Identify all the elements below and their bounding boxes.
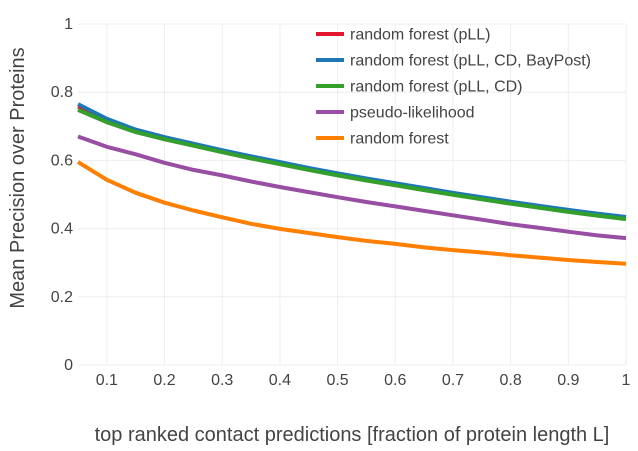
legend-label: random forest (pLL) <box>350 27 491 44</box>
series-line <box>77 134 627 241</box>
y-tick-label: 0.4 <box>51 221 73 238</box>
x-tick-label: 1 <box>622 372 631 389</box>
series-line <box>76 160 627 266</box>
y-tick-label: 0.6 <box>51 152 73 169</box>
y-axis-ticks: 0 0.2 0.4 0.6 0.8 1 <box>51 16 73 374</box>
x-tick-label: 0.1 <box>96 372 118 389</box>
x-tick-label: 0.5 <box>326 372 348 389</box>
x-tick-label: 0.6 <box>384 372 406 389</box>
legend: random forest (pLL) random forest (pLL, C… <box>316 27 591 148</box>
legend-label: random forest (pLL, CD, BayPost) <box>350 53 591 70</box>
series-lines <box>76 102 627 266</box>
x-tick-label: 0.7 <box>442 372 464 389</box>
grid <box>78 23 627 366</box>
x-axis-title: top ranked contact predictions [fraction… <box>95 424 610 446</box>
x-axis-ticks: 0.1 0.2 0.3 0.4 0.5 0.6 0.7 0.8 0.9 1 <box>96 372 631 389</box>
series-line <box>77 108 627 222</box>
y-axis-title: Mean Precision over Proteins <box>7 47 29 308</box>
y-tick-label: 0.2 <box>51 289 73 306</box>
x-tick-label: 0.4 <box>269 372 291 389</box>
x-tick-label: 0.2 <box>153 372 175 389</box>
x-tick-label: 0.3 <box>211 372 233 389</box>
legend-label: random forest (pLL, CD) <box>350 79 523 96</box>
legend-label: random forest <box>350 131 449 148</box>
x-tick-label: 0.8 <box>500 372 522 389</box>
x-tick-label: 0.9 <box>557 372 579 389</box>
legend-label: pseudo-likelihood <box>350 105 475 122</box>
y-tick-label: 1 <box>64 16 73 33</box>
y-tick-label: 0.8 <box>51 84 73 101</box>
y-tick-label: 0 <box>64 357 73 374</box>
